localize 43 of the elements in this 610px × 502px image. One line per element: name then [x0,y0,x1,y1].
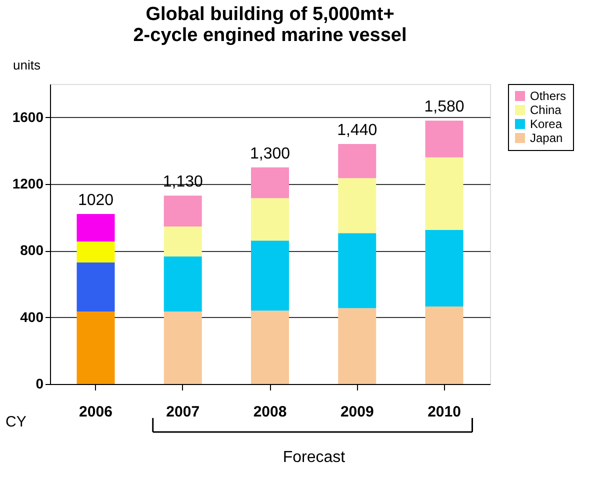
x-tick-label: 2009 [340,404,374,420]
legend-label: China [530,103,562,117]
bar [338,178,376,234]
total-label: 1,440 [337,122,378,139]
text: Global building of 5,000mt+ [146,4,394,25]
legend-label: Others [530,89,566,103]
bar [425,306,464,384]
bar [425,230,464,306]
bar [76,214,115,242]
text: Forecast [282,449,346,466]
total-label: 1,300 [250,145,290,162]
x-tick-label: 2008 [253,404,287,420]
y-tick-label: 1600 [12,108,44,125]
total-label: 1020 [78,192,114,209]
x-tick-label: 2006 [79,404,112,420]
bar [76,262,115,312]
y-tick-label: 800 [20,242,44,258]
y-axis-title: units [13,58,41,72]
x-tick-label: 2010 [428,404,461,420]
bar [425,120,464,158]
bar [164,226,202,256]
bar [338,144,376,178]
bar [164,256,202,312]
y-tick-label: 0 [36,376,44,392]
bar [338,233,376,308]
y-tick-label: 400 [20,308,44,325]
y-tick-label: 1200 [12,176,44,192]
bar [338,308,376,384]
legend-label: Korea [530,117,562,131]
bar [251,198,289,241]
bar [425,157,464,230]
x-tick-label: 2007 [166,404,200,420]
x-axis-title: CY [6,414,26,430]
bar [251,167,289,198]
legend-label: Japan [530,131,563,145]
bar [251,310,289,384]
total-label: 1,580 [424,98,464,116]
bar [76,312,115,384]
text: 2-cycle engined marine vessel [133,25,407,46]
bar [251,240,289,311]
bar [164,196,202,226]
bar [164,312,202,384]
bar [76,242,115,262]
